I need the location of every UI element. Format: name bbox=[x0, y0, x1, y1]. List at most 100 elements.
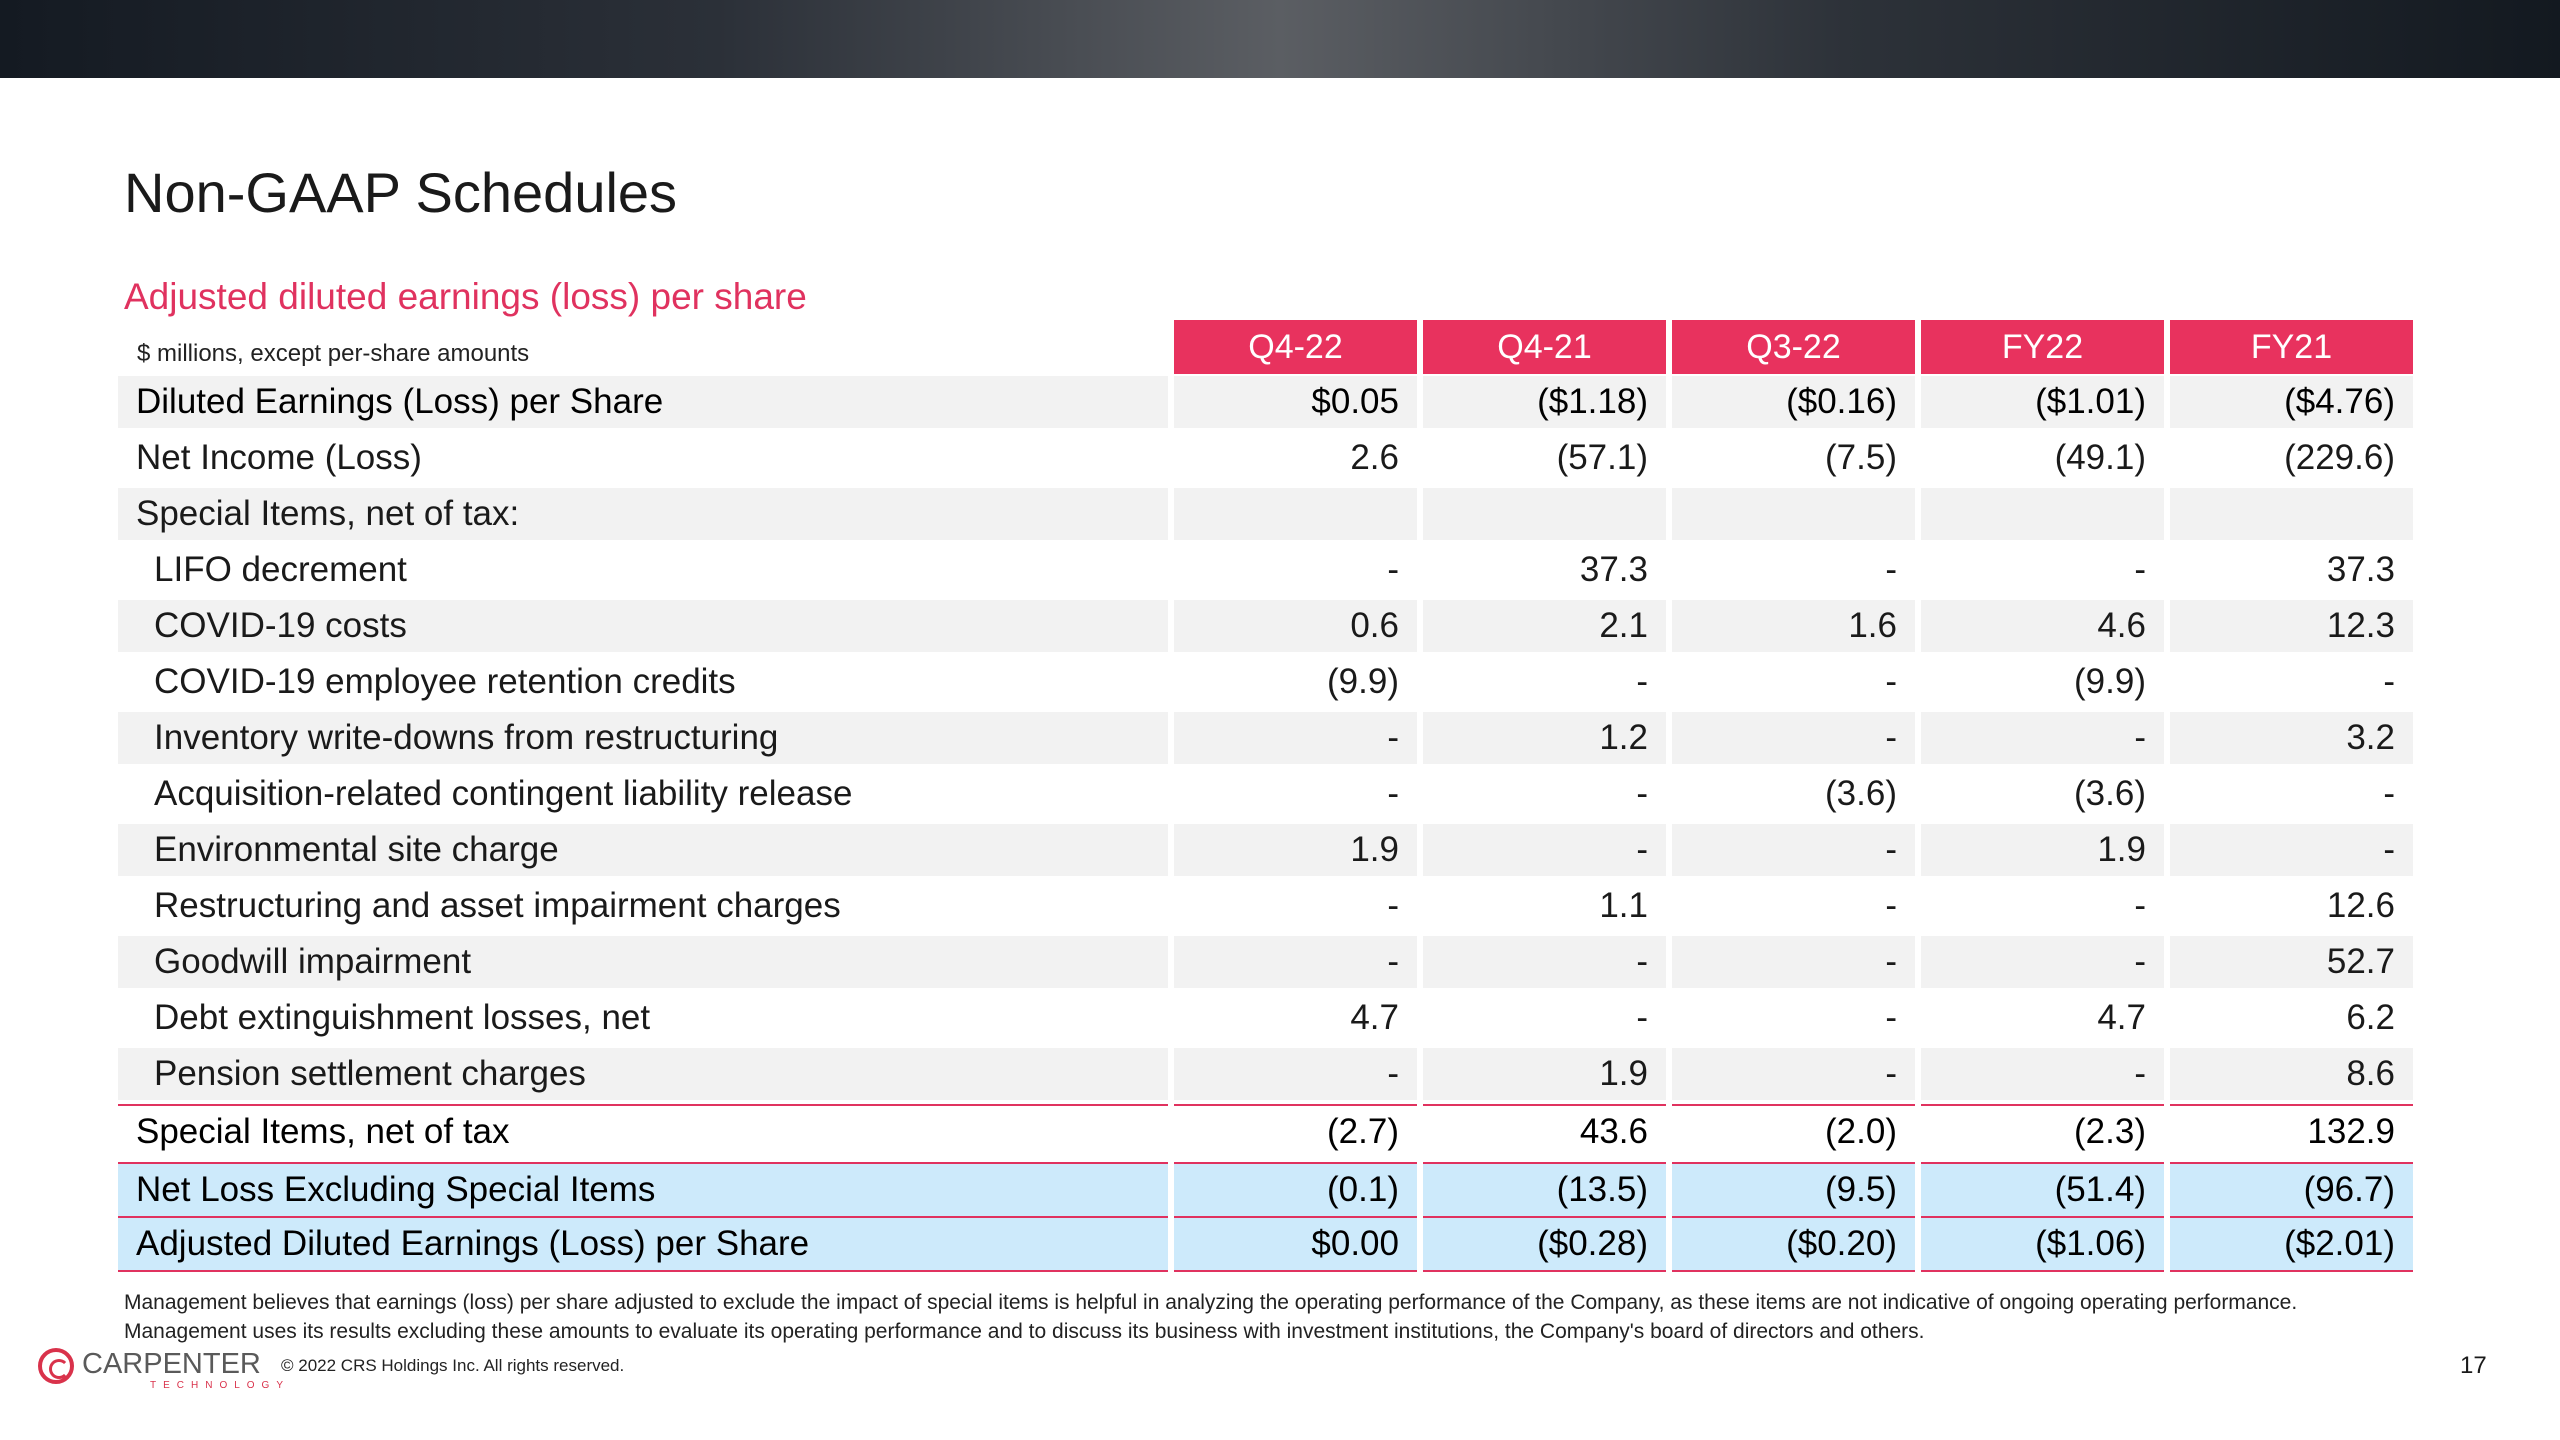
table-row: COVID-19 employee retention credits (9.9… bbox=[118, 656, 2413, 712]
cell-value: - bbox=[1672, 992, 1915, 1048]
cell-value: - bbox=[1672, 656, 1915, 712]
top-banner bbox=[0, 0, 2560, 78]
row-label: LIFO decrement bbox=[118, 544, 1168, 600]
eps-table-container: Q4-22 Q4-21 Q3-22 FY22 FY21 Diluted Earn… bbox=[118, 320, 2423, 1272]
header-blank bbox=[118, 320, 1168, 376]
cell-value: ($0.20) bbox=[1672, 1218, 1915, 1272]
cell-value: - bbox=[2170, 656, 2413, 712]
table-row: Debt extinguishment losses, net 4.7 - - … bbox=[118, 992, 2413, 1048]
row-label: Net Income (Loss) bbox=[118, 432, 1168, 488]
cell-value: (57.1) bbox=[1423, 432, 1666, 488]
table-row-highlight: Adjusted Diluted Earnings (Loss) per Sha… bbox=[118, 1218, 2413, 1272]
cell-value: - bbox=[1672, 544, 1915, 600]
cell-value: 1.9 bbox=[1921, 824, 2164, 880]
row-label: COVID-19 costs bbox=[118, 600, 1168, 656]
cell-value bbox=[2170, 488, 2413, 544]
cell-value: - bbox=[1174, 936, 1417, 992]
row-label: Net Loss Excluding Special Items bbox=[118, 1162, 1168, 1218]
cell-value: 132.9 bbox=[2170, 1104, 2413, 1162]
cell-value: - bbox=[1672, 936, 1915, 992]
cell-value: 12.3 bbox=[2170, 600, 2413, 656]
cell-value bbox=[1174, 488, 1417, 544]
cell-value: $0.00 bbox=[1174, 1218, 1417, 1272]
cell-value: 1.6 bbox=[1672, 600, 1915, 656]
cell-value: 6.2 bbox=[2170, 992, 2413, 1048]
table-row-subtotal: Special Items, net of tax (2.7) 43.6 (2.… bbox=[118, 1104, 2413, 1162]
row-label: Special Items, net of tax bbox=[118, 1104, 1168, 1162]
cell-value: - bbox=[1921, 936, 2164, 992]
cell-value: 37.3 bbox=[1423, 544, 1666, 600]
table-row-highlight: Net Loss Excluding Special Items (0.1) (… bbox=[118, 1162, 2413, 1218]
table-row: COVID-19 costs 0.6 2.1 1.6 4.6 12.3 bbox=[118, 600, 2413, 656]
carpenter-logo: CARPENTER TECHNOLOGY bbox=[38, 1346, 283, 1396]
cell-value: - bbox=[1672, 880, 1915, 936]
cell-value: - bbox=[1174, 768, 1417, 824]
cell-value: - bbox=[1672, 712, 1915, 768]
cell-value: - bbox=[2170, 768, 2413, 824]
header-row: Q4-22 Q4-21 Q3-22 FY22 FY21 bbox=[118, 320, 2413, 376]
cell-value: 1.9 bbox=[1423, 1048, 1666, 1104]
table-row: LIFO decrement - 37.3 - - 37.3 bbox=[118, 544, 2413, 600]
units-note: $ millions, except per-share amounts bbox=[137, 340, 530, 367]
copyright: © 2022 CRS Holdings Inc. All rights rese… bbox=[281, 1356, 625, 1375]
cell-value: - bbox=[1921, 880, 2164, 936]
column-header: FY22 bbox=[1921, 320, 2164, 376]
logo-name: CARPENTER bbox=[82, 1348, 261, 1380]
table-row: Environmental site charge 1.9 - - 1.9 - bbox=[118, 824, 2413, 880]
cell-value: (3.6) bbox=[1672, 768, 1915, 824]
cell-value: (7.5) bbox=[1672, 432, 1915, 488]
cell-value: - bbox=[1921, 1048, 2164, 1104]
page-title: Non-GAAP Schedules bbox=[124, 161, 678, 224]
cell-value bbox=[1423, 488, 1666, 544]
cell-value: (229.6) bbox=[2170, 432, 2413, 488]
cell-value: 0.6 bbox=[1174, 600, 1417, 656]
cell-value: (2.7) bbox=[1174, 1104, 1417, 1162]
cell-value: - bbox=[1672, 1048, 1915, 1104]
cell-value bbox=[1921, 488, 2164, 544]
footnote-line: Management believes that earnings (loss)… bbox=[124, 1291, 2298, 1314]
cell-value: - bbox=[1174, 880, 1417, 936]
table-row: Inventory write-downs from restructuring… bbox=[118, 712, 2413, 768]
row-label: Environmental site charge bbox=[118, 824, 1168, 880]
row-label: Diluted Earnings (Loss) per Share bbox=[118, 376, 1168, 432]
cell-value: (9.9) bbox=[1174, 656, 1417, 712]
column-header: Q4-22 bbox=[1174, 320, 1417, 376]
table-subtitle: Adjusted diluted earnings (loss) per sha… bbox=[124, 276, 807, 317]
table-row: Goodwill impairment - - - - 52.7 bbox=[118, 936, 2413, 992]
cell-value: - bbox=[1423, 992, 1666, 1048]
footnote-line: Management uses its results excluding th… bbox=[124, 1320, 1925, 1343]
cell-value: ($1.06) bbox=[1921, 1218, 2164, 1272]
cell-value: ($2.01) bbox=[2170, 1218, 2413, 1272]
table-row: Diluted Earnings (Loss) per Share $0.05 … bbox=[118, 376, 2413, 432]
cell-value: ($1.01) bbox=[1921, 376, 2164, 432]
logo-ring-icon bbox=[38, 1348, 74, 1384]
cell-value: (49.1) bbox=[1921, 432, 2164, 488]
cell-value: 4.6 bbox=[1921, 600, 2164, 656]
cell-value: (2.0) bbox=[1672, 1104, 1915, 1162]
cell-value: 4.7 bbox=[1921, 992, 2164, 1048]
cell-value bbox=[1672, 488, 1915, 544]
cell-value: ($0.28) bbox=[1423, 1218, 1666, 1272]
cell-value: ($1.18) bbox=[1423, 376, 1666, 432]
cell-value: 3.2 bbox=[2170, 712, 2413, 768]
column-header: FY21 bbox=[2170, 320, 2413, 376]
cell-value: - bbox=[1174, 544, 1417, 600]
cell-value: - bbox=[1174, 1048, 1417, 1104]
cell-value: 2.1 bbox=[1423, 600, 1666, 656]
cell-value: (2.3) bbox=[1921, 1104, 2164, 1162]
cell-value: 52.7 bbox=[2170, 936, 2413, 992]
table-row: Restructuring and asset impairment charg… bbox=[118, 880, 2413, 936]
table-row: Net Income (Loss) 2.6 (57.1) (7.5) (49.1… bbox=[118, 432, 2413, 488]
table-row: Acquisition-related contingent liability… bbox=[118, 768, 2413, 824]
row-label: Goodwill impairment bbox=[118, 936, 1168, 992]
cell-value: 1.9 bbox=[1174, 824, 1417, 880]
cell-value: - bbox=[1423, 768, 1666, 824]
row-label: Adjusted Diluted Earnings (Loss) per Sha… bbox=[118, 1218, 1168, 1272]
table-row: Special Items, net of tax: bbox=[118, 488, 2413, 544]
cell-value: ($4.76) bbox=[2170, 376, 2413, 432]
cell-value: - bbox=[2170, 824, 2413, 880]
cell-value: 1.1 bbox=[1423, 880, 1666, 936]
page-number: 17 bbox=[2460, 1352, 2487, 1379]
cell-value: - bbox=[1921, 544, 2164, 600]
cell-value: - bbox=[1672, 824, 1915, 880]
